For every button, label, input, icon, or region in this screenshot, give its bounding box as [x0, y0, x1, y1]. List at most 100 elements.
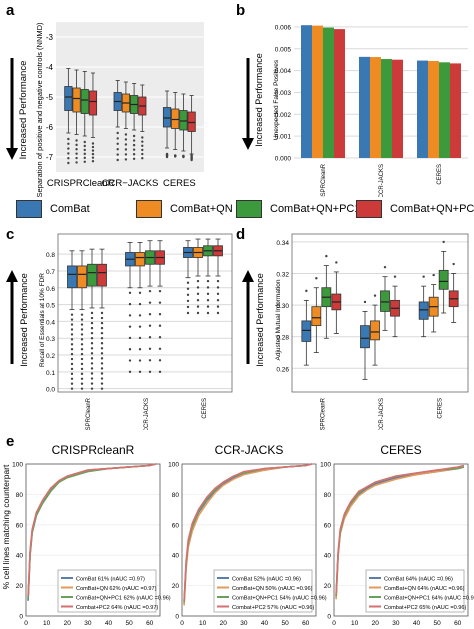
outlier-point: [67, 147, 70, 150]
outlier-point: [70, 328, 74, 331]
outlier-point: [132, 143, 136, 147]
outlier-point: [186, 293, 190, 297]
outlier-point: [158, 347, 162, 350]
line-legend-label: ComBat+QN 50% (nAUC =0.96): [232, 586, 313, 592]
outlier-point: [90, 326, 94, 330]
y-axis-label: Unexpected False Positives: [273, 59, 280, 140]
plot-frame: [57, 233, 233, 393]
y-tick-label: 0.6: [46, 286, 55, 293]
outlier-point: [132, 148, 136, 151]
outlier-point: [335, 261, 338, 264]
legend-swatch: [136, 200, 162, 218]
outlier-point: [80, 352, 84, 356]
outlier-point: [315, 277, 318, 280]
y-tick-label: 20: [172, 583, 180, 590]
x-category-label: CRISPRCleanR: [47, 178, 115, 189]
outlier-point: [91, 149, 95, 152]
outlier-point: [100, 347, 104, 350]
outlier-point: [75, 152, 78, 155]
outlier-point: [373, 294, 377, 297]
outlier-point: [442, 240, 445, 244]
outlier-point: [186, 281, 190, 284]
outlier-point: [116, 131, 119, 135]
side-label-increased-performance: Increased Performance: [254, 53, 264, 147]
outlier-point: [100, 326, 104, 330]
outlier-point: [90, 377, 94, 380]
outlier-point: [124, 148, 128, 151]
outlier-point: [186, 299, 190, 303]
line-legend-box: [365, 569, 465, 613]
x-tick-label: 0: [180, 620, 184, 627]
y-tick-label: 0.005: [275, 46, 292, 53]
y-tick-label: 0.002: [275, 112, 292, 119]
side-label-increased-performance: Increased Performance: [18, 61, 29, 160]
box-body: [87, 263, 97, 287]
outlier-point: [158, 324, 162, 327]
box-body: [72, 87, 81, 113]
outlier-point: [158, 313, 162, 316]
line-legend-label: ComBat 52% (nAUC =0.96): [232, 577, 301, 583]
outlier-point: [196, 299, 200, 302]
box-2-1: [171, 92, 180, 158]
x-category-label: CRISPRCleanR: [320, 397, 326, 430]
x-tick-label: 10: [43, 620, 51, 627]
outlier-point: [90, 316, 94, 320]
y-axis-label: Separation of positive and negative cont…: [35, 22, 44, 197]
outlier-point: [325, 254, 328, 258]
y-tick-label: 0.003: [275, 90, 292, 97]
outlier-point: [206, 279, 210, 283]
outlier-point: [83, 148, 86, 152]
side-label-increased-performance: Increased Performance: [255, 273, 265, 367]
outlier-point: [158, 336, 162, 339]
y-tick-label: 0.4: [46, 319, 55, 326]
outlier-point: [70, 338, 74, 341]
outlier-point: [206, 311, 210, 315]
outlier-point: [70, 377, 74, 380]
outlier-point: [70, 318, 74, 321]
outlier-point: [186, 287, 190, 290]
x-tick-label: 60: [146, 620, 154, 627]
outlier-point: [422, 275, 425, 278]
outlier-point: [83, 140, 86, 144]
outlier-point: [138, 348, 142, 351]
x-category-label: CERES: [163, 178, 196, 189]
panel-label-c: c: [6, 226, 15, 243]
outlier-point: [90, 372, 94, 375]
line-legend-box: [213, 569, 313, 613]
outlier-point: [138, 359, 142, 362]
box-0-3: [97, 248, 107, 390]
panel-c-boxplot: Increased Performance Recall of Essential…: [6, 233, 233, 430]
bar-2-0: [417, 60, 428, 158]
panel-d-boxplot: Increased Performance Adjusted Mutual Inf…: [242, 233, 469, 430]
outlier-point: [67, 137, 70, 141]
outlier-point: [141, 140, 144, 143]
outlier-point: [100, 382, 104, 385]
box-body: [438, 269, 449, 290]
outlier-point: [75, 161, 78, 164]
outlier-point: [70, 387, 74, 390]
legend-label: ComBat+QN: [170, 203, 233, 215]
box-body: [301, 320, 312, 342]
outlier-point: [128, 336, 132, 340]
outlier-point: [80, 338, 84, 341]
box-body: [418, 301, 429, 320]
bar-2-3: [450, 63, 461, 158]
outlier-point: [70, 357, 74, 361]
outlier-point: [67, 161, 70, 165]
outlier-point: [141, 157, 144, 160]
outlier-point: [206, 299, 210, 302]
outlier-point: [67, 157, 70, 160]
box-1-0: [360, 300, 370, 380]
y-tick-label: 0.001: [275, 134, 292, 141]
outlier-point: [138, 325, 142, 328]
outlier-point: [80, 387, 84, 390]
y-tick-label: 0.32: [276, 272, 289, 279]
outlier-point: [138, 314, 142, 317]
y-tick-label: 0.2: [46, 353, 55, 360]
outlier-point: [75, 143, 78, 147]
box-body: [64, 86, 73, 111]
outlier-point: [83, 156, 86, 160]
x-tick-label: 10: [351, 620, 359, 627]
performance-arrow-up: [242, 270, 254, 364]
x-category-label: CERES: [202, 398, 208, 419]
